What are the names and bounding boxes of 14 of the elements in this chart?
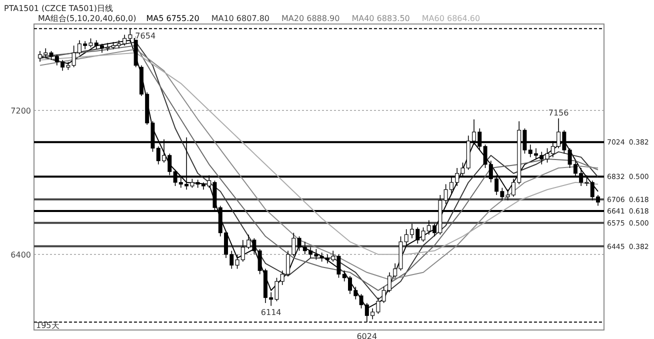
text: MA10 6807.80 xyxy=(211,14,270,23)
text: MA5 6755.20 xyxy=(146,14,200,23)
text: MA40 6883.50 xyxy=(352,14,410,23)
annotation: 7156 xyxy=(548,108,569,118)
text: MA60 6864.60 xyxy=(422,14,480,23)
annotation: 6114 xyxy=(260,308,282,317)
annotation: 6024 xyxy=(356,332,378,339)
text: MA20 6888.90 xyxy=(282,14,340,23)
y-tick-label: 6400 xyxy=(10,250,31,260)
annotation: 195天 xyxy=(36,321,60,330)
chart-subtitle: MA组合(5,10,20,40,60,0) xyxy=(38,14,136,23)
y-tick-label: 7200 xyxy=(10,106,31,116)
chart-title: PTA1501 (CZCE TA501)日线 xyxy=(4,4,113,13)
annotation: 7654 xyxy=(135,32,156,41)
